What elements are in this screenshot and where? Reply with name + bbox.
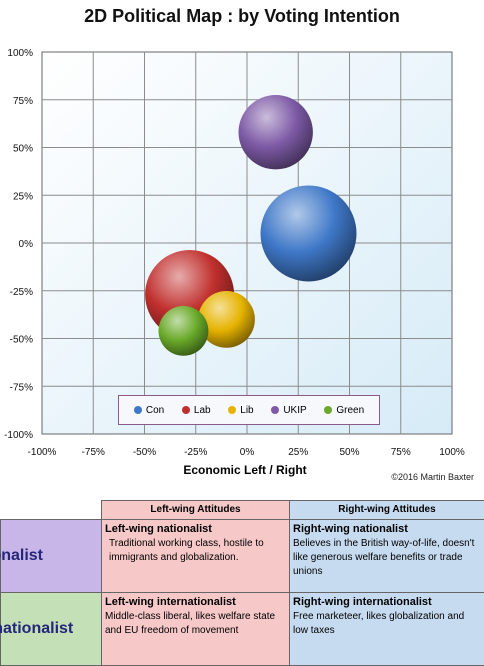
table-corner — [1, 501, 102, 520]
cell-title: Right-wing nationalist — [293, 522, 481, 537]
legend-item-lab: Lab — [182, 405, 211, 416]
cell-text: Traditional working class, hostile to im… — [105, 537, 286, 565]
chart-credit: ©2016 Martin Baxter — [391, 472, 474, 482]
y-tick-label: 75% — [13, 96, 33, 107]
legend-swatch — [228, 406, 236, 414]
chart-legend: Con Lab Lib UKIP Green — [118, 395, 380, 425]
cell-left-internationalist: Left-wing internationalist Middle-class … — [102, 593, 290, 666]
legend-item-ukip: UKIP — [271, 405, 306, 416]
attitude-table: Left-wing Attitudes Right-wing Attitudes… — [0, 500, 484, 666]
bubble-ukip — [239, 95, 313, 169]
cell-text: Believes in the British way-of-life, doe… — [293, 538, 474, 577]
legend-item-green: Green — [324, 405, 364, 416]
x-tick-label: -75% — [82, 447, 105, 458]
cell-title: Left-wing internationalist — [105, 595, 286, 610]
x-tick-label: 50% — [339, 447, 359, 458]
cell-right-nationalist: Right-wing nationalist Believes in the B… — [290, 520, 484, 593]
row-label-text: rnationalist — [0, 618, 101, 640]
x-tick-label: -50% — [133, 447, 156, 458]
legend-swatch — [271, 406, 279, 414]
legend-item-lib: Lib — [228, 405, 253, 416]
row-label-text: ionalist — [0, 545, 101, 567]
cell-right-internationalist: Right-wing internationalist Free markete… — [290, 593, 484, 666]
legend-swatch — [182, 406, 190, 414]
legend-swatch — [134, 406, 142, 414]
legend-label: Lab — [194, 405, 211, 416]
y-tick-label: 50% — [13, 144, 33, 155]
y-tick-label: -50% — [10, 335, 33, 346]
x-tick-label: 25% — [288, 447, 308, 458]
x-tick-label: 100% — [439, 447, 465, 458]
y-tick-label: -25% — [10, 287, 33, 298]
cell-title: Right-wing internationalist — [293, 595, 481, 610]
legend-label: Lib — [240, 405, 253, 416]
y-tick-label: -100% — [4, 430, 33, 441]
table-row: ionalist Left-wing nationalist Tradition… — [1, 520, 484, 593]
header-right-wing: Right-wing Attitudes — [290, 501, 484, 520]
legend-swatch — [324, 406, 332, 414]
legend-label: Green — [336, 405, 364, 416]
row-label-nationalist: ionalist — [1, 520, 102, 593]
chart-title: 2D Political Map : by Voting Intention — [0, 6, 484, 27]
bubble-con — [261, 185, 357, 281]
cell-text: Free marketeer, likes globalization and … — [293, 611, 464, 636]
row-label-internationalist: rnationalist — [1, 593, 102, 666]
x-tick-label: 0% — [240, 447, 255, 458]
table-header-row: Left-wing Attitudes Right-wing Attitudes — [1, 501, 484, 520]
x-tick-label: -100% — [28, 447, 57, 458]
y-tick-label: 25% — [13, 191, 33, 202]
y-tick-label: -75% — [10, 382, 33, 393]
bubble-green — [159, 306, 209, 356]
x-tick-label: -25% — [184, 447, 207, 458]
legend-item-con: Con — [134, 405, 164, 416]
table-row: rnationalist Left-wing internationalist … — [1, 593, 484, 666]
y-tick-label: 0% — [19, 239, 34, 250]
cell-text: Middle-class liberal, likes welfare stat… — [105, 611, 275, 636]
chart-area: -100% -75% -50% -25% 0% 25% 50% 75% 100% 100% 75% 5… — [0, 0, 484, 490]
legend-label: Con — [146, 405, 164, 416]
header-left-wing: Left-wing Attitudes — [102, 501, 290, 520]
legend-label: UKIP — [283, 405, 306, 416]
cell-title: Left-wing nationalist — [105, 522, 286, 537]
x-tick-label: 75% — [391, 447, 411, 458]
y-tick-label: 100% — [7, 48, 33, 59]
cell-left-nationalist: Left-wing nationalist Traditional workin… — [102, 520, 290, 593]
